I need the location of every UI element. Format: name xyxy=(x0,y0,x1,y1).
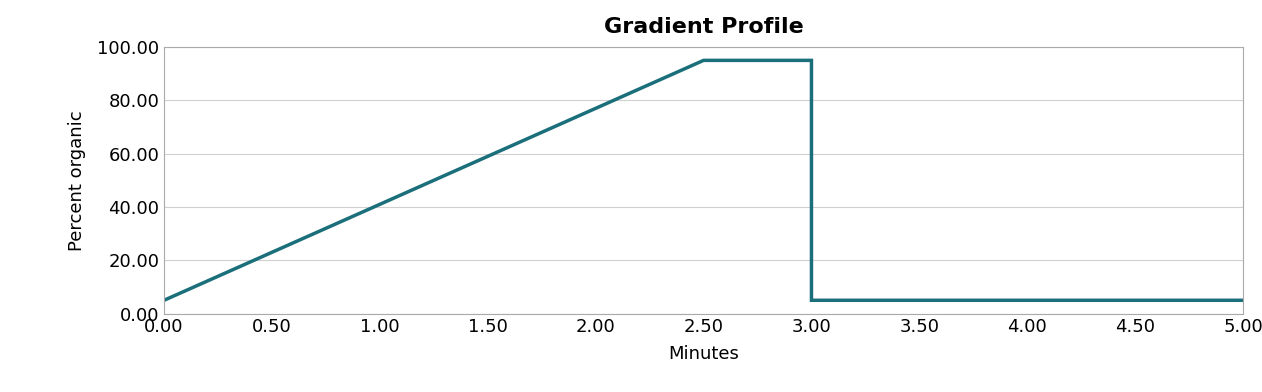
Y-axis label: Percent organic: Percent organic xyxy=(68,110,86,250)
X-axis label: Minutes: Minutes xyxy=(668,345,740,363)
Title: Gradient Profile: Gradient Profile xyxy=(603,17,804,37)
